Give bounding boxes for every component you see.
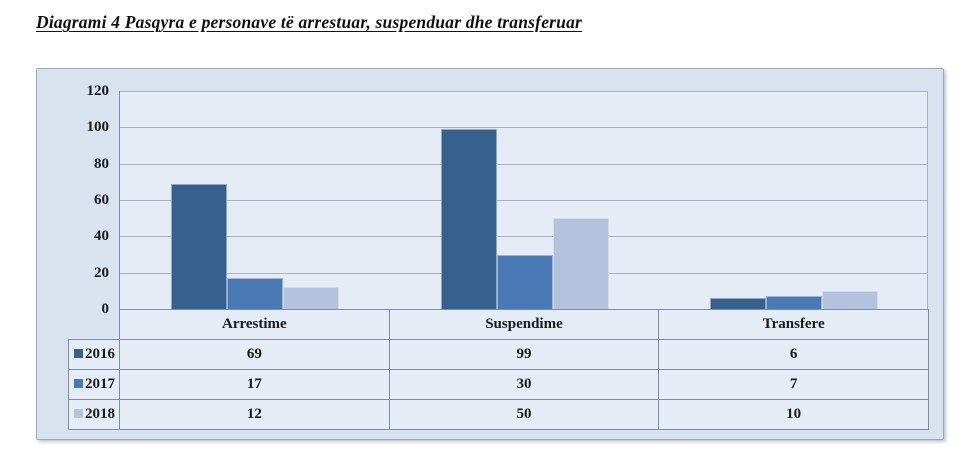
value-cell-2016-transfere: 6 bbox=[658, 339, 929, 370]
bar-2017-arrestime bbox=[226, 278, 283, 309]
category-header-arrestime: Arrestime bbox=[119, 309, 390, 340]
value-cell-2016-arrestime: 69 bbox=[119, 339, 390, 370]
y-tick-label-40: 40 bbox=[94, 228, 109, 245]
y-tick-label-0: 0 bbox=[101, 301, 110, 317]
grid-line-60 bbox=[120, 200, 927, 201]
chart-container: 0 20 40 60 80 100 120 Arrestime Suspendime Trans… bbox=[36, 68, 944, 440]
legend-swatch-icon bbox=[74, 379, 83, 388]
legend-swatch-icon bbox=[74, 349, 83, 358]
legend-key-2018: 2018 bbox=[68, 399, 120, 430]
bar-2018-suspendime bbox=[552, 218, 609, 309]
table-row-2018: 2018 12 50 10 bbox=[68, 399, 929, 430]
value-cell-2016-suspendime: 99 bbox=[388, 339, 660, 370]
figure-title: Diagrami 4 Pasqyra e personave të arrest… bbox=[36, 12, 583, 32]
grid-line-40 bbox=[120, 236, 927, 238]
value-cell-2017-transfere: 7 bbox=[658, 369, 929, 400]
table-corner-cell bbox=[69, 310, 120, 340]
bar-2017-transfere bbox=[766, 296, 823, 309]
y-tick-label-20: 20 bbox=[94, 264, 109, 281]
grid-line-80 bbox=[120, 163, 927, 165]
legend-key-2016: 2016 bbox=[68, 339, 120, 370]
value-cell-2017-suspendime: 30 bbox=[388, 369, 660, 400]
grid-line-120 bbox=[120, 91, 927, 92]
legend-swatch-icon bbox=[74, 409, 83, 418]
category-header-suspendime: Suspendime bbox=[388, 309, 660, 340]
value-cell-2018-transfere: 10 bbox=[658, 399, 929, 430]
bar-2016-arrestime bbox=[170, 183, 227, 309]
legend-key-2017: 2017 bbox=[68, 369, 120, 400]
grid-line-100 bbox=[120, 127, 927, 129]
bar-2018-transfere bbox=[822, 290, 879, 309]
table-header-row: Arrestime Suspendime Transfere bbox=[69, 309, 929, 340]
table-row-2016: 2016 69 99 6 bbox=[68, 339, 929, 370]
y-tick-label-60: 60 bbox=[94, 192, 109, 208]
value-cell-2018-suspendime: 50 bbox=[388, 399, 660, 430]
bar-2017-suspendime bbox=[496, 254, 553, 309]
chart-data-table: Arrestime Suspendime Transfere 2016 69 99 6 201… bbox=[68, 309, 929, 430]
y-tick-label-100: 100 bbox=[86, 119, 110, 136]
bar-2018-arrestime bbox=[282, 287, 339, 309]
y-tick-label-120: 120 bbox=[86, 83, 110, 99]
bar-2016-transfere bbox=[710, 298, 767, 309]
table-row-2017: 2017 17 30 7 bbox=[68, 369, 929, 400]
category-header-transfere: Transfere bbox=[658, 309, 929, 340]
value-cell-2018-arrestime: 12 bbox=[119, 399, 390, 430]
y-tick-label-80: 80 bbox=[94, 155, 109, 172]
plot-area bbox=[119, 91, 928, 309]
value-cell-2017-arrestime: 17 bbox=[119, 369, 390, 400]
bar-2016-suspendime bbox=[440, 129, 497, 309]
